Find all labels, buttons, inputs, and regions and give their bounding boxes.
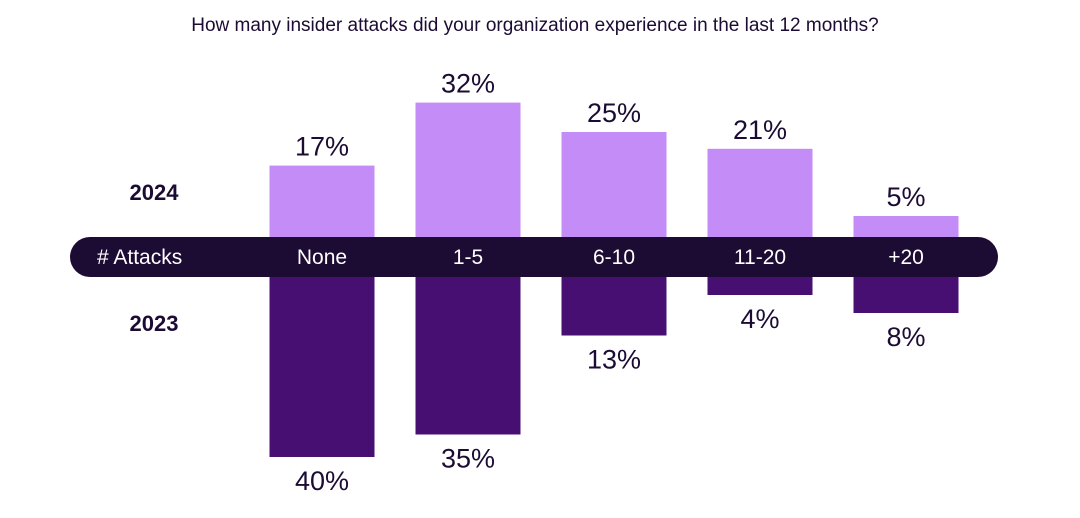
category-label-11-20: 11-20 bbox=[734, 246, 786, 269]
category-label-6-10: 6-10 bbox=[593, 246, 635, 269]
series-label-2023: 2023 bbox=[130, 311, 179, 336]
category-label-none: None bbox=[297, 246, 347, 269]
value-label-2023-none: 40% bbox=[295, 466, 349, 496]
bar-2023-plus20 bbox=[853, 277, 959, 313]
bar-2024-1-5 bbox=[415, 102, 521, 237]
series-label-2024: 2024 bbox=[130, 180, 180, 205]
bar-2024-6-10 bbox=[561, 132, 667, 237]
bar-2023-11-20 bbox=[707, 277, 813, 295]
bar-2024-plus20 bbox=[853, 216, 959, 237]
chart-title: How many insider attacks did your organi… bbox=[191, 15, 879, 36]
value-label-2023-1-5: 35% bbox=[441, 444, 495, 474]
bar-2023-1-5 bbox=[415, 277, 521, 435]
value-label-2024-6-10: 25% bbox=[587, 98, 641, 128]
axis-title: # Attacks bbox=[97, 246, 182, 269]
bars-layer bbox=[269, 102, 959, 457]
axis-band-layer: # Attacks None 1-5 6-10 11-20 +20 bbox=[70, 237, 998, 277]
value-label-2024-11-20: 21% bbox=[733, 115, 787, 145]
value-label-2024-1-5: 32% bbox=[441, 69, 495, 99]
value-label-2024-none: 17% bbox=[295, 132, 349, 162]
labels-layer: 17% 40% 32% 35% 25% 13% 21% 4% 5% 8% 2024 2023 bbox=[130, 69, 926, 496]
axis-band bbox=[70, 237, 998, 277]
category-label-1-5: 1-5 bbox=[453, 246, 483, 269]
category-label-plus20: +20 bbox=[888, 246, 924, 269]
bar-2024-none bbox=[269, 165, 375, 237]
value-label-2023-6-10: 13% bbox=[587, 345, 641, 375]
bar-2023-none bbox=[269, 277, 375, 457]
bar-2023-6-10 bbox=[561, 277, 667, 336]
value-label-2023-plus20: 8% bbox=[886, 322, 925, 352]
value-label-2024-plus20: 5% bbox=[886, 182, 925, 212]
bar-2024-11-20 bbox=[707, 148, 813, 237]
value-label-2023-11-20: 4% bbox=[740, 304, 779, 334]
